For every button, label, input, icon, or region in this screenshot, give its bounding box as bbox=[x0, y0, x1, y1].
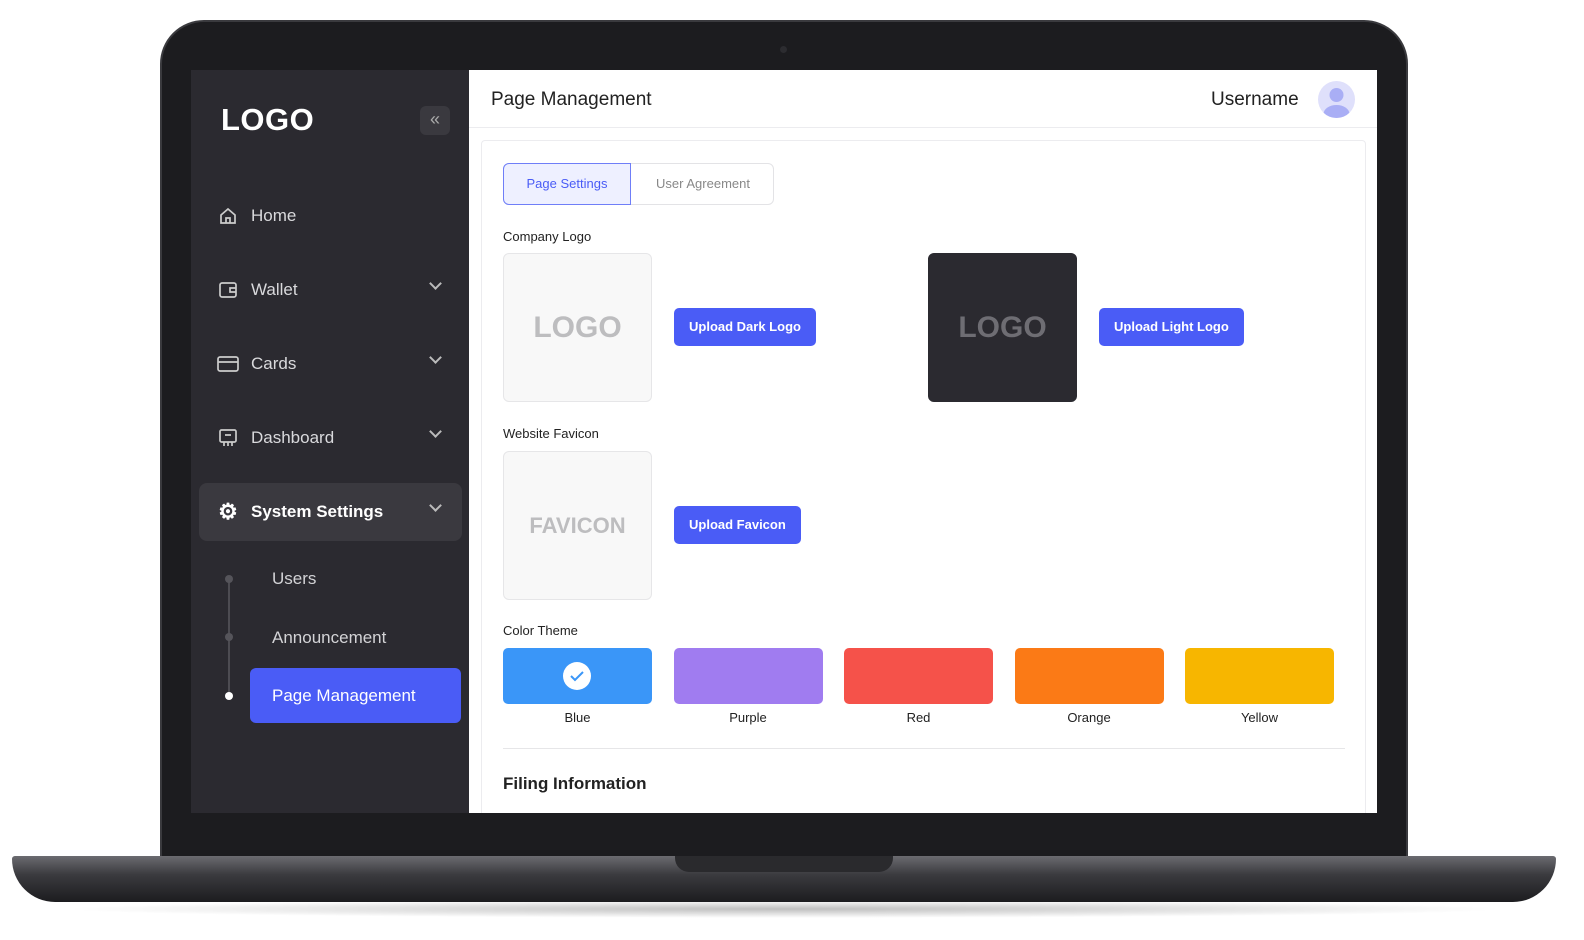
credit-card-icon bbox=[217, 353, 239, 375]
presentation-board-icon bbox=[217, 427, 239, 449]
sidebar-subitem-users[interactable]: Users bbox=[272, 569, 317, 588]
color-swatch-label: Orange bbox=[1067, 710, 1111, 725]
dark-logo-preview: LOGO bbox=[503, 253, 652, 402]
header: Page Management Username bbox=[469, 70, 1377, 128]
color-swatch-label: Red bbox=[906, 710, 931, 725]
laptop-shadow bbox=[60, 900, 1510, 918]
color-theme-label: Color Theme bbox=[503, 623, 578, 638]
color-swatch-label: Yellow bbox=[1240, 710, 1279, 725]
sidebar-item-cards[interactable]: Cards bbox=[199, 335, 462, 393]
light-logo-preview: LOGO bbox=[928, 253, 1077, 402]
tree-dot bbox=[225, 575, 233, 583]
color-swatch-yellow[interactable] bbox=[1185, 648, 1334, 704]
tab-page-settings[interactable]: Page Settings bbox=[503, 163, 631, 205]
chevron-down-icon bbox=[429, 277, 442, 290]
sidebar-item-label: Home bbox=[251, 206, 297, 225]
page-title: Page Management bbox=[491, 89, 652, 110]
chevron-down-icon bbox=[429, 425, 442, 438]
sidebar-item-label: Dashboard bbox=[251, 428, 335, 447]
screen: LOGO « Home Wallet Cards Dashboard ⚙ Sys… bbox=[191, 70, 1377, 813]
username[interactable]: Username bbox=[1211, 89, 1299, 110]
sidebar: LOGO « Home Wallet Cards Dashboard ⚙ Sys… bbox=[191, 70, 469, 813]
sidebar-item-label: Cards bbox=[251, 354, 297, 373]
sidebar-item-system-settings[interactable]: ⚙ System Settings bbox=[199, 483, 462, 541]
tree-dot bbox=[225, 633, 233, 641]
tab-bar: Page Settings User Agreement bbox=[503, 163, 774, 205]
avatar[interactable] bbox=[1318, 81, 1355, 118]
filing-information-title: Filing Information bbox=[503, 774, 647, 793]
color-swatch-blue[interactable] bbox=[503, 648, 652, 704]
color-swatch-purple[interactable] bbox=[673, 648, 823, 704]
double-chevron-left-icon: « bbox=[429, 109, 440, 129]
divider bbox=[503, 748, 1345, 749]
chevron-down-icon bbox=[429, 351, 442, 364]
home-icon bbox=[217, 205, 239, 227]
check-icon bbox=[563, 662, 591, 690]
wallet-icon bbox=[217, 279, 239, 301]
camera bbox=[780, 46, 787, 53]
upload-favicon-button[interactable]: Upload Favicon bbox=[674, 506, 801, 544]
sidebar-subitem-announcement[interactable]: Announcement bbox=[272, 628, 387, 647]
upload-light-logo-button[interactable]: Upload Light Logo bbox=[1099, 308, 1244, 346]
settings-card: Page Settings User Agreement Company Log… bbox=[481, 140, 1366, 813]
color-swatch-label: Blue bbox=[564, 710, 591, 725]
tree-dot-active bbox=[225, 692, 233, 700]
sidebar-subitem-page-management[interactable]: Page Management bbox=[250, 668, 461, 723]
sidebar-item-dashboard[interactable]: Dashboard bbox=[199, 409, 462, 467]
sidebar-item-home[interactable]: Home bbox=[199, 187, 462, 245]
color-swatch-label: Purple bbox=[729, 710, 767, 725]
color-swatch-orange[interactable] bbox=[1014, 648, 1164, 704]
upload-dark-logo-button[interactable]: Upload Dark Logo bbox=[674, 308, 816, 346]
company-logo-label: Company Logo bbox=[503, 229, 592, 244]
chevron-down-icon bbox=[429, 499, 442, 512]
gear-icon: ⚙ bbox=[218, 499, 238, 524]
color-swatch-red[interactable] bbox=[844, 648, 993, 704]
sidebar-item-wallet[interactable]: Wallet bbox=[199, 261, 462, 319]
favicon-label: Website Favicon bbox=[503, 426, 599, 441]
sidebar-item-label: Wallet bbox=[251, 280, 298, 299]
tab-user-agreement[interactable]: User Agreement bbox=[656, 176, 750, 191]
user-icon bbox=[1323, 88, 1350, 118]
sidebar-logo: LOGO bbox=[221, 102, 315, 137]
collapse-sidebar-button[interactable]: « bbox=[420, 106, 450, 135]
laptop-notch bbox=[675, 856, 893, 872]
sidebar-item-label: System Settings bbox=[251, 502, 384, 521]
favicon-preview: FAVICON bbox=[503, 451, 652, 600]
